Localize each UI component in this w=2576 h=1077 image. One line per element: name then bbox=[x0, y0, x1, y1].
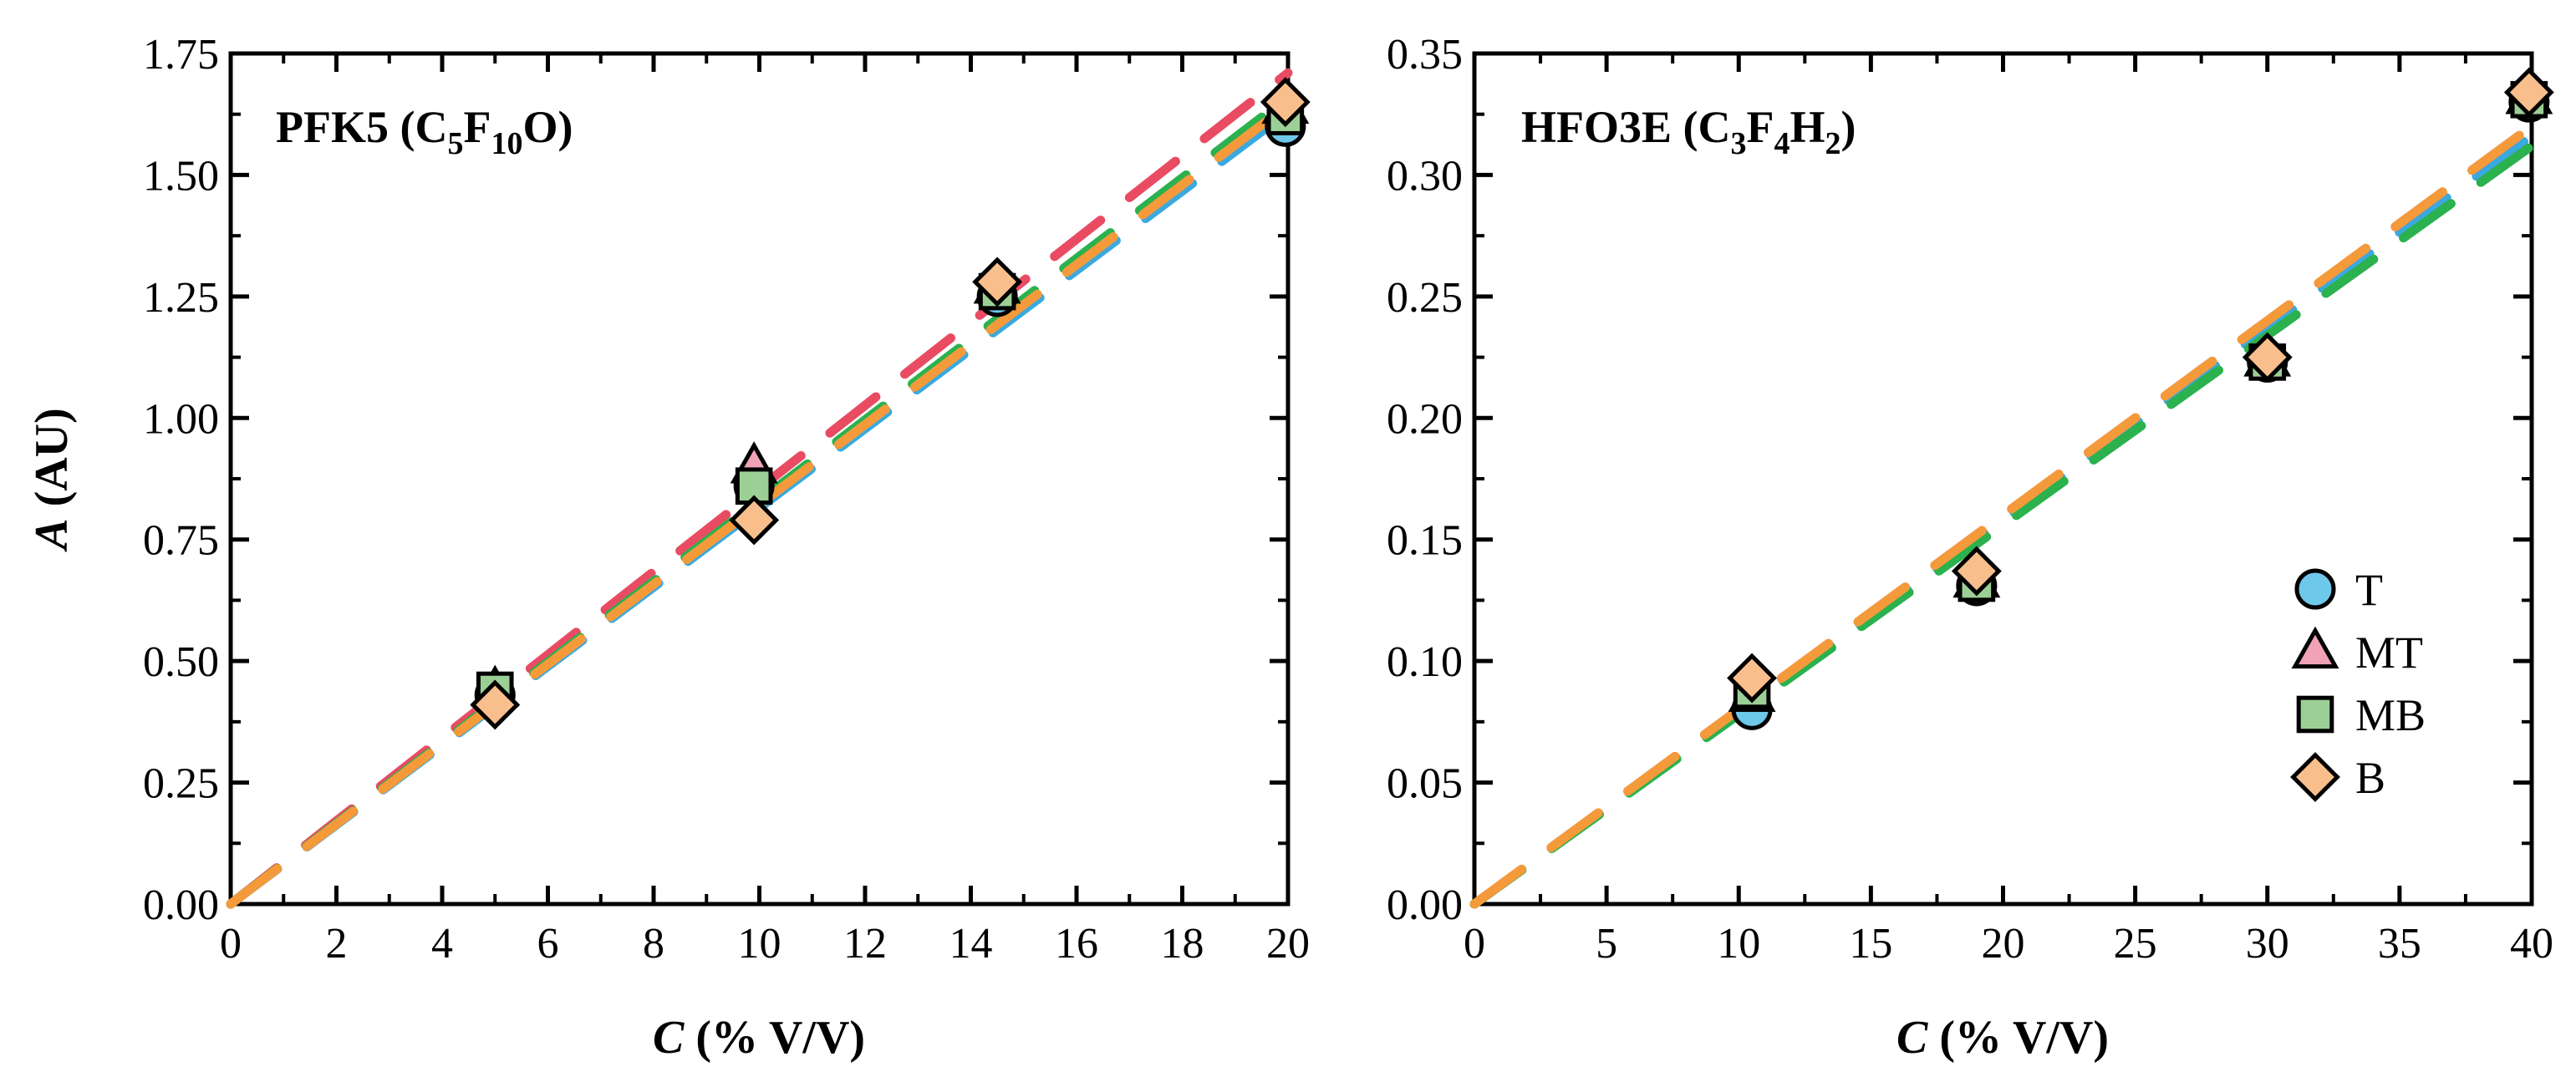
y-tick-label: 1.25 bbox=[143, 274, 219, 322]
x-tick-label: 0 bbox=[1464, 920, 1485, 968]
legend-marker-t bbox=[2294, 568, 2336, 610]
fit-lines-right bbox=[1469, 121, 2537, 909]
x-tick-label: 10 bbox=[738, 920, 781, 968]
x-tick-label: 14 bbox=[949, 920, 993, 968]
data-point-b bbox=[1951, 546, 2002, 597]
data-point-b bbox=[1260, 77, 1311, 128]
data-points-left bbox=[470, 77, 1311, 730]
x-tick-label: 6 bbox=[537, 920, 559, 968]
legend: T MT MB B bbox=[2290, 565, 2426, 803]
y-tick-label: 0.00 bbox=[143, 881, 219, 929]
data-point-b bbox=[1727, 653, 1777, 704]
x-tick-label: 35 bbox=[2378, 920, 2421, 968]
legend-label-mt: MT bbox=[2355, 627, 2423, 678]
x-tick-label: 4 bbox=[431, 920, 453, 968]
x-tick-label: 0 bbox=[220, 920, 242, 968]
y-tick-label: 0.50 bbox=[143, 638, 219, 686]
legend-marker-mt bbox=[2291, 626, 2339, 669]
data-points-right bbox=[1727, 67, 2554, 730]
y-tick-label: 1.00 bbox=[143, 395, 219, 443]
y-tick-label: 0.25 bbox=[1387, 274, 1463, 322]
y-tick-label: 0.75 bbox=[143, 517, 219, 565]
legend-label-t: T bbox=[2355, 565, 2383, 615]
legend-marker-b bbox=[2290, 752, 2340, 802]
x-axis-label-right: C (% V/V) bbox=[1896, 1012, 2109, 1064]
data-point-b bbox=[470, 679, 521, 730]
x-tick-labels-left: 0 2 4 6 8 10 12 14 16 18 20 bbox=[220, 920, 1310, 968]
x-tick-label: 2 bbox=[326, 920, 348, 968]
x-axis-label-left: C (% V/V) bbox=[653, 1012, 865, 1064]
panel-hfo3e: 0 5 10 15 20 25 30 35 40 0.00 0.05 0.10 0.15 0.20 0.2… bbox=[1387, 31, 2554, 1064]
data-point-b bbox=[2242, 332, 2293, 383]
y-tick-label: 0.15 bbox=[1387, 517, 1463, 565]
y-tick-labels-right: 0.00 0.05 0.10 0.15 0.20 0.25 0.30 0.35 bbox=[1387, 31, 1463, 929]
y-tick-label: 0.30 bbox=[1387, 152, 1463, 200]
x-tick-label: 25 bbox=[2114, 920, 2157, 968]
y-tick-label: 1.50 bbox=[143, 152, 219, 200]
x-tick-label: 12 bbox=[843, 920, 887, 968]
y-tick-label: 1.75 bbox=[143, 31, 219, 79]
y-tick-label: 0.00 bbox=[1387, 881, 1463, 929]
x-tick-label: 30 bbox=[2246, 920, 2289, 968]
panel-pfk5: 0 2 4 6 8 10 12 14 16 18 20 0.00 0.25 0.50 0.75 1.00 1.… bbox=[26, 31, 1311, 1064]
y-tick-label: 0.35 bbox=[1387, 31, 1463, 79]
y-tick-labels-left: 0.00 0.25 0.50 0.75 1.00 1.25 1.50 1.75 bbox=[143, 31, 219, 929]
y-tick-label: 0.10 bbox=[1387, 638, 1463, 686]
tick-marks-right bbox=[1472, 51, 2534, 907]
panel-title-left: PFK5 (C5F10O) bbox=[276, 102, 573, 161]
y-tick-label: 0.25 bbox=[143, 760, 219, 808]
data-point-b bbox=[972, 257, 1023, 307]
x-tick-label: 5 bbox=[1596, 920, 1617, 968]
x-tick-label: 10 bbox=[1717, 920, 1760, 968]
legend-marker-mb bbox=[2296, 695, 2334, 734]
data-point-b bbox=[729, 495, 780, 546]
x-tick-label: 20 bbox=[1982, 920, 2025, 968]
tick-marks-left bbox=[228, 51, 1291, 907]
y-tick-label: 0.05 bbox=[1387, 760, 1463, 808]
y-tick-label: 0.20 bbox=[1387, 395, 1463, 443]
x-tick-label: 40 bbox=[2510, 920, 2553, 968]
legend-label-mb: MB bbox=[2355, 690, 2426, 740]
x-tick-label: 20 bbox=[1266, 920, 1310, 968]
panel-title-right: HFO3E (C3F4H2) bbox=[1521, 102, 1856, 161]
y-axis-label-left: A (AU) bbox=[26, 408, 78, 552]
data-point-b bbox=[2503, 67, 2554, 118]
x-tick-label: 8 bbox=[643, 920, 664, 968]
x-tick-label: 18 bbox=[1161, 920, 1204, 968]
legend-label-b: B bbox=[2355, 753, 2385, 803]
x-tick-label: 16 bbox=[1055, 920, 1098, 968]
x-tick-label: 15 bbox=[1849, 920, 1892, 968]
fit-line-b bbox=[1469, 121, 2537, 909]
x-tick-labels-right: 0 5 10 15 20 25 30 35 40 bbox=[1464, 920, 2553, 968]
